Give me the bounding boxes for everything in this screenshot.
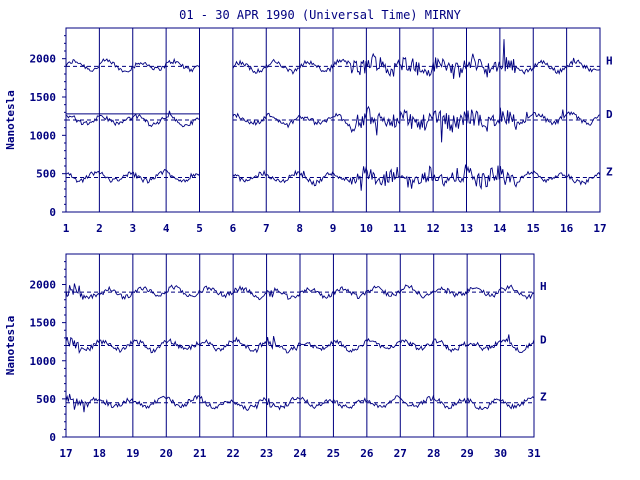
- y-tick-label: 500: [36, 168, 56, 181]
- x-tick-label: 20: [160, 447, 173, 460]
- x-tick-label: 6: [230, 222, 237, 235]
- component-label-H: H: [540, 280, 547, 293]
- x-tick-label: 13: [460, 222, 473, 235]
- y-axis-label: Nanotesla: [4, 90, 17, 150]
- x-tick-label: 30: [494, 447, 507, 460]
- trace-Z: [65, 168, 200, 184]
- trace-H: [232, 39, 601, 79]
- trace-H: [65, 283, 535, 301]
- component-label-Z: Z: [540, 391, 547, 404]
- component-label-D: D: [540, 334, 547, 347]
- chart-title: 01 - 30 APR 1990 (Universal Time) MIRNY: [179, 8, 461, 22]
- x-tick-label: 5: [196, 222, 203, 235]
- x-tick-label: 29: [461, 447, 474, 460]
- y-tick-label: 1000: [30, 129, 57, 142]
- y-axis-label: Nanotesla: [4, 316, 17, 376]
- x-tick-label: 27: [394, 447, 407, 460]
- y-tick-label: 0: [49, 431, 56, 444]
- x-tick-label: 16: [560, 222, 574, 235]
- trace-D: [232, 105, 601, 143]
- x-tick-label: 28: [427, 447, 440, 460]
- component-label-Z: Z: [606, 166, 613, 179]
- x-tick-label: 8: [296, 222, 303, 235]
- x-tick-label: 15: [527, 222, 540, 235]
- y-tick-label: 500: [36, 393, 56, 406]
- x-tick-label: 11: [393, 222, 407, 235]
- x-tick-label: 7: [263, 222, 270, 235]
- x-tick-label: 1: [63, 222, 70, 235]
- x-tick-label: 25: [327, 447, 340, 460]
- trace-Z: [232, 164, 601, 191]
- trace-D: [65, 334, 535, 354]
- x-tick-label: 17: [59, 447, 72, 460]
- x-tick-label: 9: [330, 222, 337, 235]
- x-tick-label: 4: [163, 222, 170, 235]
- x-tick-label: 24: [293, 447, 307, 460]
- y-tick-label: 2000: [30, 53, 57, 66]
- y-tick-label: 0: [49, 206, 56, 219]
- y-tick-label: 1500: [30, 317, 57, 330]
- x-tick-label: 23: [260, 447, 273, 460]
- component-label-D: D: [606, 108, 613, 121]
- x-tick-label: 17: [593, 222, 606, 235]
- x-tick-label: 3: [129, 222, 136, 235]
- x-tick-label: 12: [427, 222, 440, 235]
- x-tick-label: 31: [527, 447, 541, 460]
- x-tick-label: 14: [493, 222, 507, 235]
- x-tick-label: 21: [193, 447, 207, 460]
- x-tick-label: 19: [126, 447, 139, 460]
- y-tick-label: 2000: [30, 279, 57, 292]
- y-tick-label: 1000: [30, 355, 57, 368]
- trace-Z: [65, 393, 535, 413]
- trace-D: [65, 110, 200, 128]
- y-tick-label: 1500: [30, 91, 57, 104]
- x-tick-label: 2: [96, 222, 103, 235]
- x-tick-label: 22: [227, 447, 240, 460]
- trace-H: [65, 57, 200, 73]
- x-tick-label: 18: [93, 447, 106, 460]
- x-tick-label: 10: [360, 222, 373, 235]
- x-tick-label: 26: [360, 447, 374, 460]
- component-label-H: H: [606, 54, 613, 67]
